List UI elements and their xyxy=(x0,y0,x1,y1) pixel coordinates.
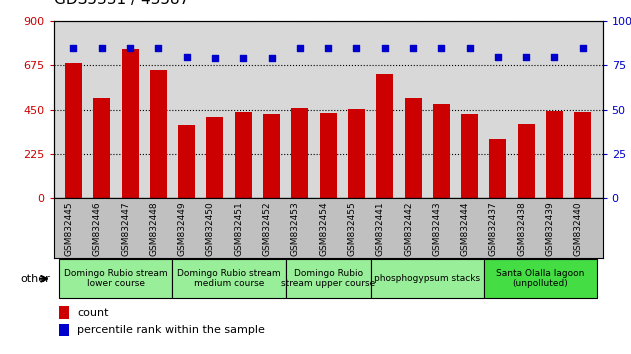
FancyBboxPatch shape xyxy=(370,259,484,298)
Bar xyxy=(574,112,591,198)
Text: GSM832447: GSM832447 xyxy=(121,201,130,256)
Text: GSM832452: GSM832452 xyxy=(262,201,271,256)
Point xyxy=(464,45,475,51)
Text: GSM832450: GSM832450 xyxy=(206,201,215,256)
Text: Santa Olalla lagoon
(unpolluted): Santa Olalla lagoon (unpolluted) xyxy=(496,269,584,289)
Text: count: count xyxy=(77,308,109,318)
Bar xyxy=(93,98,110,198)
Text: Domingo Rubio stream
lower course: Domingo Rubio stream lower course xyxy=(64,269,168,289)
Bar xyxy=(59,306,69,319)
Bar xyxy=(517,124,534,198)
FancyBboxPatch shape xyxy=(286,259,370,298)
Bar xyxy=(150,70,167,198)
FancyBboxPatch shape xyxy=(59,259,172,298)
Point xyxy=(68,45,78,51)
Bar xyxy=(235,112,252,198)
Point xyxy=(323,45,333,51)
Text: GSM832451: GSM832451 xyxy=(234,201,243,256)
Text: GSM832453: GSM832453 xyxy=(291,201,300,256)
Point xyxy=(125,45,135,51)
Bar xyxy=(292,108,309,198)
Bar xyxy=(320,113,336,198)
Text: GSM832448: GSM832448 xyxy=(150,201,158,256)
Bar xyxy=(546,111,563,198)
Point xyxy=(550,54,560,59)
Text: GSM832445: GSM832445 xyxy=(64,201,73,256)
Point xyxy=(210,56,220,61)
Text: percentile rank within the sample: percentile rank within the sample xyxy=(77,325,265,335)
Point xyxy=(351,45,362,51)
Text: GSM832455: GSM832455 xyxy=(348,201,357,256)
Text: GSM832444: GSM832444 xyxy=(461,201,469,256)
Point xyxy=(380,45,390,51)
Point xyxy=(266,56,276,61)
Point xyxy=(182,54,192,59)
Bar xyxy=(178,125,195,198)
Point xyxy=(153,45,163,51)
Bar xyxy=(122,49,139,198)
Text: GSM832437: GSM832437 xyxy=(489,201,498,256)
Text: GSM832446: GSM832446 xyxy=(93,201,102,256)
Text: GSM832441: GSM832441 xyxy=(375,201,385,256)
Text: GSM832449: GSM832449 xyxy=(178,201,187,256)
FancyBboxPatch shape xyxy=(172,259,286,298)
Point xyxy=(97,45,107,51)
Point xyxy=(521,54,531,59)
Text: GSM832440: GSM832440 xyxy=(574,201,583,256)
Bar xyxy=(263,114,280,198)
Bar xyxy=(461,114,478,198)
Text: other: other xyxy=(21,274,50,284)
Bar xyxy=(65,63,82,198)
Text: GSM832442: GSM832442 xyxy=(404,201,413,256)
Bar xyxy=(404,98,422,198)
Bar xyxy=(206,116,223,198)
Bar xyxy=(376,74,393,198)
Text: phosphogypsum stacks: phosphogypsum stacks xyxy=(374,274,480,283)
Point xyxy=(578,45,588,51)
Bar xyxy=(433,104,450,198)
Text: GSM832454: GSM832454 xyxy=(319,201,328,256)
Bar xyxy=(348,109,365,198)
Bar xyxy=(59,324,69,336)
Text: GSM832438: GSM832438 xyxy=(517,201,526,256)
Point xyxy=(295,45,305,51)
Text: Domingo Rubio stream
medium course: Domingo Rubio stream medium course xyxy=(177,269,281,289)
Point xyxy=(238,56,248,61)
FancyBboxPatch shape xyxy=(484,259,597,298)
Text: GSM832443: GSM832443 xyxy=(432,201,441,256)
Text: GDS5331 / 43587: GDS5331 / 43587 xyxy=(54,0,189,7)
Point xyxy=(493,54,503,59)
Text: GSM832439: GSM832439 xyxy=(545,201,555,256)
Text: Domingo Rubio
stream upper course: Domingo Rubio stream upper course xyxy=(281,269,375,289)
Point xyxy=(436,45,446,51)
Point xyxy=(408,45,418,51)
Bar xyxy=(490,139,507,198)
